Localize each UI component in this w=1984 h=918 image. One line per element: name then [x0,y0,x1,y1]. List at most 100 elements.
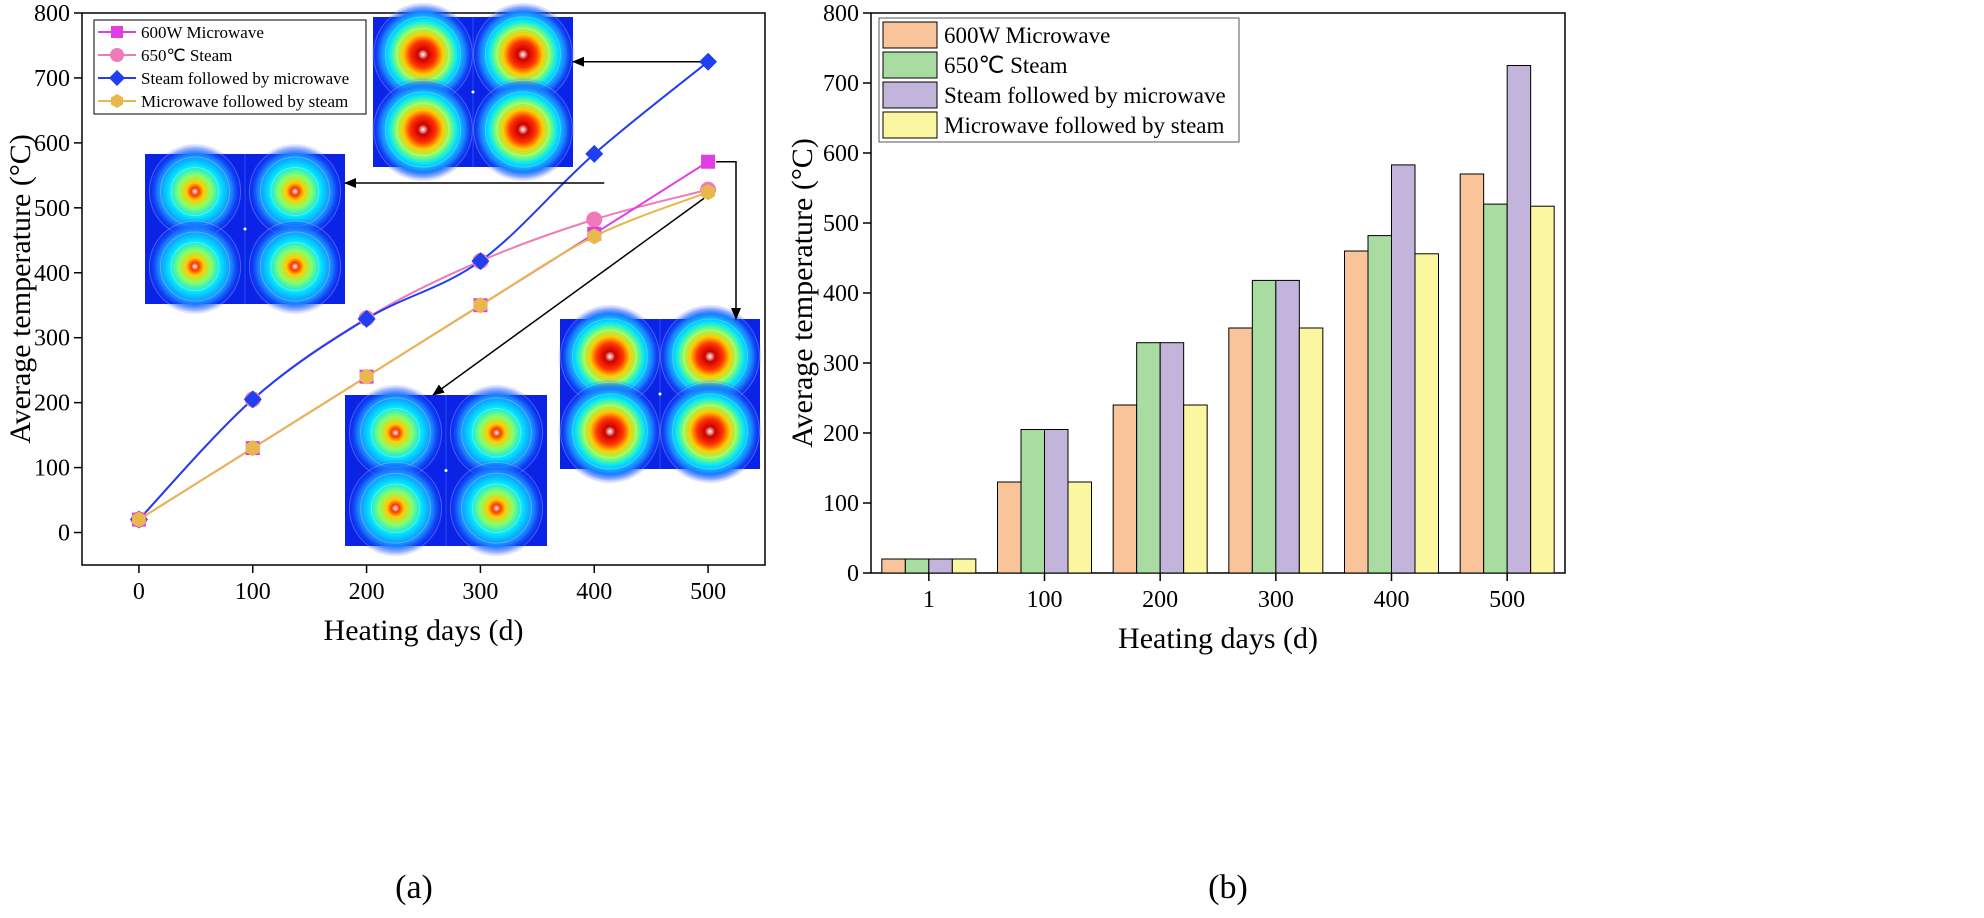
isotherm-contour [159,231,231,302]
bar [904,558,930,574]
isotherm-contour [370,483,421,533]
bar-chart-panel: 0 100 200 300 400 500 600 700 800 1 100 200 300 400 50… [786,1,1566,906]
legend-swatch [882,81,938,109]
bars [881,65,1555,574]
bar [1506,65,1532,574]
axes: 0 100 200 300 400 500 600 700 800 1 100 200 300 400 50… [823,1,1525,613]
isotherm-contour [496,103,550,156]
y-tick-label: 800 [34,1,70,27]
x-tick-label: 400 [576,579,612,605]
hotspot [247,218,343,315]
x-tick-label: 100 [235,579,271,605]
panel-caption-a: (a) [395,869,433,906]
isotherm-contour [170,242,220,291]
isotherm-contour [360,472,431,544]
x-axis-label: Heating days (d) [324,614,524,647]
y-tick-label: 0 [847,561,859,587]
hotspot [558,379,662,484]
x-tick-label: 400 [1374,587,1410,613]
bar [1136,342,1161,574]
isotherm-contour [583,405,637,458]
arrow [432,197,705,396]
axes: 0 100 200 300 400 500 0 100 200 300 400 500 600 700 80… [34,1,726,605]
square-marker [111,26,123,38]
isotherm-contour [485,91,561,168]
isotherm-contour [270,167,320,216]
center-dot [658,392,662,396]
legend-label: Microwave followed by steam [141,92,348,111]
legend-swatch [882,51,938,79]
isotherm-contour [660,381,760,482]
hotspot [448,384,545,482]
y-tick-label: 800 [823,1,859,27]
legend-label: 650℃ Steam [141,46,232,65]
diamond-marker [243,390,262,409]
y-tick-label: 700 [823,71,859,97]
arrow [716,160,741,320]
hexagon-marker [245,440,260,457]
bar [997,481,1022,574]
y-tick-label: 400 [823,281,859,307]
center-dot [444,469,448,472]
bar [1391,164,1416,574]
isotherm-contour [348,461,443,555]
bar [928,558,953,574]
y-tick-label: 500 [823,211,859,237]
hotspot [448,459,545,557]
legend-box [878,17,1240,143]
legend: 600W Microwave 650℃ Steam Steam followed b… [93,19,367,115]
circle-marker [110,48,124,62]
diamond-marker [585,144,604,163]
isotherm-contour [259,231,331,302]
hexagon-marker [473,297,488,314]
hotspot [147,218,243,315]
isotherm-contour [148,220,242,313]
isotherm-contour [461,472,532,544]
x-tick-label: 300 [462,579,498,605]
hotspot [471,2,575,107]
diamond-marker [471,252,490,271]
y-tick-label: 100 [34,456,70,482]
bar [1251,279,1277,574]
y-tick-label: 300 [34,326,70,352]
legend-box [93,19,367,115]
isotherm-contour [471,483,522,533]
bar [1159,342,1185,574]
y-axis-label: Average temperature (°C) [4,134,37,444]
bar [881,558,906,574]
bar [1530,205,1555,574]
y-axis-label: Average temperature (°C) [786,138,819,448]
isotherm-contour [449,461,544,555]
circle-marker [586,211,603,228]
legend-label: Microwave followed by steam [944,113,1225,138]
x-tick-label: 300 [1258,587,1294,613]
y-tick-label: 200 [823,421,859,447]
bar [1483,203,1508,574]
hexagon-marker [587,228,602,245]
x-axis-label: Heating days (d) [1118,622,1318,655]
legend-swatch [882,111,938,139]
isotherm-contour [270,242,320,291]
legend-label: 600W Microwave [141,23,264,42]
hotspot [347,384,444,482]
x-tick-label: 500 [690,579,726,605]
isotherm-contour [473,79,573,180]
hotspot [658,304,762,409]
legend: 600W Microwave 650℃ Steam Steam followed b… [878,17,1240,143]
line-chart-panel: 0 100 200 300 400 500 0 100 200 300 400 500 600 700 80… [4,1,766,906]
contour-plot-inset [145,143,345,315]
legend-label: 650℃ Steam [944,53,1068,78]
contour-plot-inset [558,304,762,484]
inset-arrows [344,56,741,396]
y-tick-label: 400 [34,261,70,287]
x-tick-label: 200 [349,579,385,605]
y-tick-label: 700 [34,66,70,92]
isotherm-contour [248,220,342,313]
isotherm-contour [170,167,220,216]
y-tick-label: 0 [58,521,70,547]
isotherm-contour [672,393,748,470]
bar [1228,327,1253,574]
isotherm-contour [396,103,450,156]
isotherm-contour [370,408,421,458]
bar [1367,235,1392,574]
